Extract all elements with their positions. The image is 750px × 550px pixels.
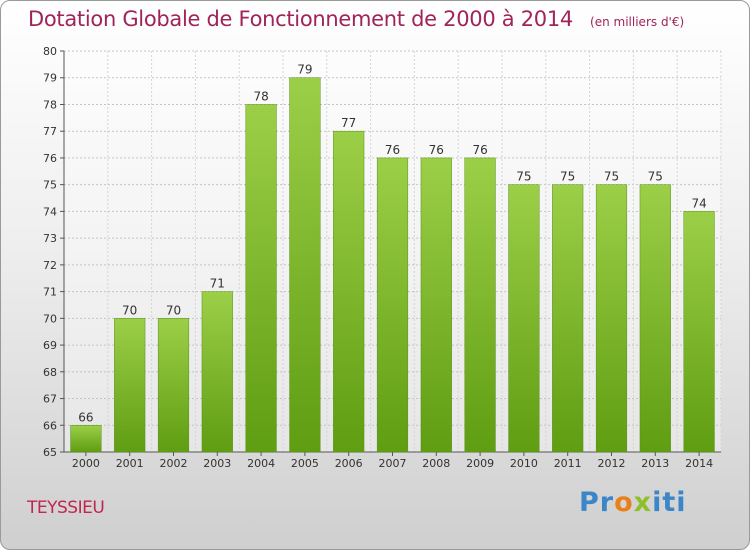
data-label-2010: 75 [516, 170, 531, 184]
bar-2007[interactable] [376, 157, 409, 453]
x-tick-label: 2009 [466, 457, 494, 470]
y-tick-label: 78 [43, 98, 57, 111]
data-label-2005: 79 [297, 63, 312, 77]
x-tick-label: 2011 [554, 457, 582, 470]
y-tick-label: 74 [43, 205, 57, 218]
title-row: Dotation Globale de Fonctionnement de 20… [28, 7, 684, 31]
data-label-2000: 66 [78, 410, 93, 424]
x-tick-label: 2013 [641, 457, 669, 470]
bar-2011[interactable] [552, 184, 584, 453]
y-tick-label: 79 [43, 72, 57, 85]
y-tick-label: 73 [43, 232, 57, 245]
bar-2008[interactable] [420, 157, 452, 453]
data-label-2013: 75 [648, 170, 663, 184]
bar-2001[interactable] [114, 318, 146, 453]
chart-subtitle: (en milliers d'€) [590, 15, 685, 29]
proxiti-logo[interactable]: Proxiti [579, 487, 687, 518]
bar-layer [70, 77, 715, 453]
bar-2005[interactable] [289, 77, 321, 453]
y-tick-label: 76 [43, 152, 57, 165]
data-label-2003: 71 [210, 277, 225, 291]
x-tick-label: 2010 [510, 457, 538, 470]
x-tick-label: 2003 [203, 457, 231, 470]
logo-part-4: iti [652, 487, 687, 518]
y-tick-label: 65 [43, 446, 57, 459]
bar-2002[interactable] [157, 318, 190, 453]
chart-title: Dotation Globale de Fonctionnement de 20… [28, 7, 573, 31]
logo-part-1: Pr [579, 487, 615, 518]
y-tick-label: 77 [43, 125, 57, 138]
x-tick-label: 2012 [598, 457, 626, 470]
bar-2000[interactable] [70, 425, 102, 453]
x-tick-label: 2004 [247, 457, 275, 470]
data-label-2001: 70 [122, 303, 137, 317]
bar-2004[interactable] [245, 104, 277, 453]
x-tick-label: 2000 [72, 457, 100, 470]
commune-name: TEYSSIEU [27, 498, 105, 518]
x-tick-label: 2002 [160, 457, 188, 470]
x-tick-label: 2007 [379, 457, 407, 470]
y-tick-label: 80 [43, 45, 57, 58]
bar-2014[interactable] [683, 211, 715, 453]
y-tick-label: 75 [43, 179, 57, 192]
y-tick-label: 69 [43, 339, 57, 352]
data-label-2012: 75 [604, 170, 619, 184]
x-tick-label: 2014 [685, 457, 713, 470]
y-tick-label: 67 [43, 393, 57, 406]
logo-part-3: x [633, 487, 653, 518]
bar-2009[interactable] [464, 157, 496, 453]
data-label-2011: 75 [560, 170, 575, 184]
bar-2012[interactable] [595, 184, 628, 453]
y-tick-label: 68 [43, 366, 57, 379]
bar-2010[interactable] [508, 184, 540, 453]
y-tick-label: 66 [43, 419, 57, 432]
y-tick-label: 71 [43, 286, 57, 299]
x-tick-label: 2005 [291, 457, 319, 470]
bar-2003[interactable] [201, 291, 233, 453]
bar-2006[interactable] [333, 130, 365, 453]
data-label-2014: 74 [691, 196, 706, 210]
data-label-2009: 76 [472, 143, 487, 157]
y-tick-label: 70 [43, 312, 57, 325]
y-tick-label: 72 [43, 259, 57, 272]
data-label-2006: 77 [341, 116, 356, 130]
data-label-2004: 78 [253, 89, 268, 103]
x-tick-label: 2008 [422, 457, 450, 470]
label-layer: 66 70 70 71 78 79 77 76 76 76 75 75 75 75 74 [78, 63, 706, 425]
x-tick-label: 2001 [116, 457, 144, 470]
data-label-2002: 70 [166, 303, 181, 317]
bar-chart: 65 66 67 68 69 70 71 72 73 74 75 76 77 78 79 80 2000 2001… [43, 45, 722, 470]
data-label-2008: 76 [429, 143, 444, 157]
bar-2013[interactable] [639, 184, 671, 453]
logo-part-2: o [614, 487, 634, 518]
x-tick-label: 2006 [335, 457, 363, 470]
data-label-2007: 76 [385, 143, 400, 157]
